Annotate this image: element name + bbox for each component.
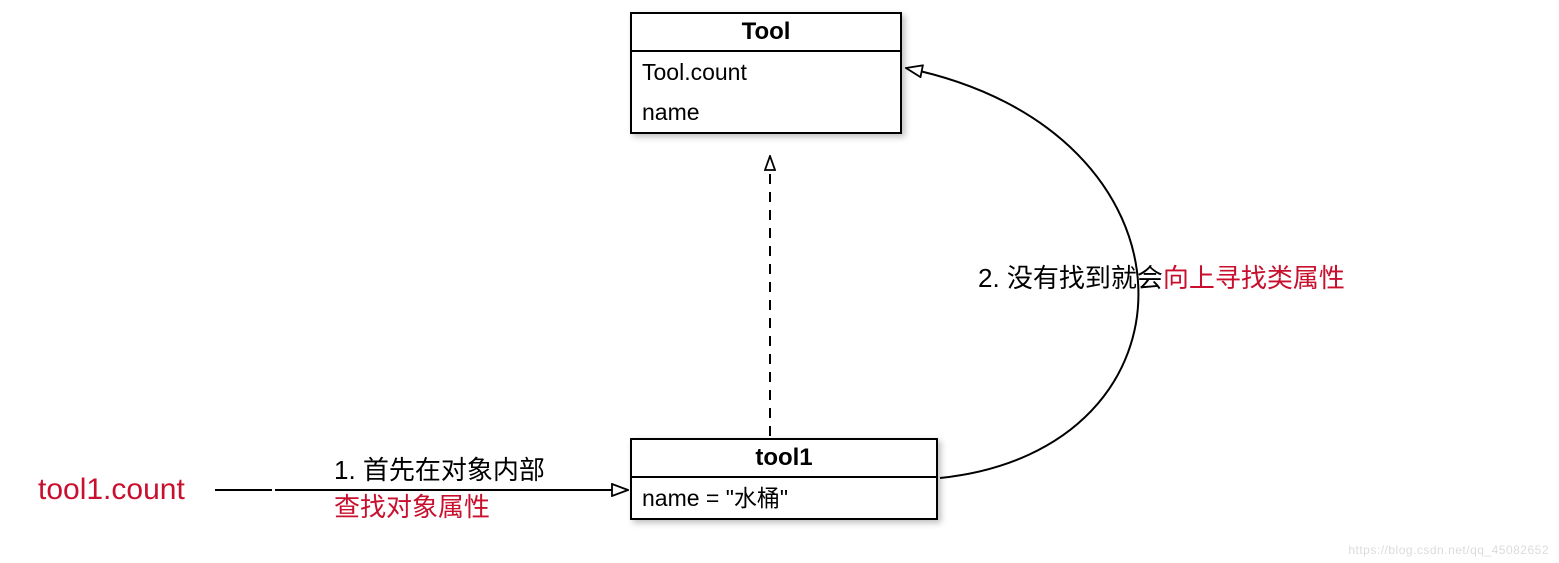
uml-class-tool-attr-1: name [632,92,900,132]
step2-prefix: 2. 没有找到就会 [978,263,1163,293]
uml-instance-tool1-title: tool1 [632,440,936,478]
uml-class-tool-title: Tool [632,14,900,52]
step1-prefix: 1. 首先在对象内部 [334,455,545,485]
step1-label: 1. 首先在对象内部 查找对象属性 [334,450,545,524]
uml-class-tool-attr-0: Tool.count [632,52,900,92]
start-label: tool1.count [38,473,185,507]
uml-class-tool: Tool Tool.count name [630,12,902,134]
step1-highlight: 查找对象属性 [334,492,490,522]
step2-highlight: 向上寻找类属性 [1163,263,1345,293]
step2-label: 2. 没有找到就会向上寻找类属性 [978,258,1345,295]
uml-instance-tool1-attr-0: name = "水桶" [632,478,936,518]
uml-instance-tool1: tool1 name = "水桶" [630,438,938,520]
watermark: https://blog.csdn.net/qq_45082652 [1348,543,1549,557]
